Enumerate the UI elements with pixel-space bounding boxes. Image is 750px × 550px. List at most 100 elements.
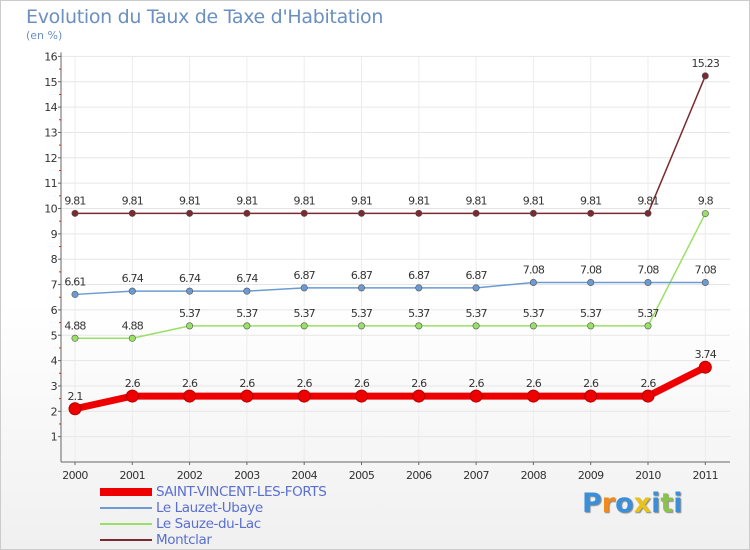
proxiti-logo: Proxiti: [582, 488, 683, 519]
data-point: [357, 284, 365, 292]
y-tick-label: 11: [44, 177, 57, 190]
data-point: [128, 209, 136, 217]
y-tick-label: 1: [51, 431, 57, 444]
logo-letter: o: [615, 488, 634, 519]
data-label: 9.81: [351, 194, 372, 207]
legend-label: Le Sauze-du-Lac: [156, 516, 261, 532]
x-tick-label: 2006: [406, 469, 432, 482]
y-tick-label: 4: [51, 355, 58, 368]
data-point: [240, 389, 254, 403]
x-tick-label: 2009: [578, 469, 604, 482]
data-label: 9.8: [698, 195, 714, 208]
data-label: 4.88: [122, 319, 144, 332]
x-tick-label: 2010: [635, 469, 661, 482]
data-label: 5.37: [179, 307, 201, 320]
data-label: 6.61: [64, 275, 85, 288]
chart-title: Evolution du Taux de Taxe d'Habitation: [26, 6, 384, 28]
data-point: [186, 287, 194, 295]
data-label: 2.6: [583, 377, 599, 390]
chart-subtitle: (en %): [26, 29, 63, 42]
data-point: [472, 284, 480, 292]
y-tick-label: 5: [51, 329, 58, 342]
data-label: 5.37: [523, 307, 545, 320]
series-line-1: [74, 281, 707, 296]
legend-label: Le Lauzet-Ubaye: [156, 500, 263, 516]
series-line-0: [71, 363, 709, 413]
y-tick-label: 3: [51, 380, 58, 393]
data-point: [641, 389, 655, 403]
data-point: [186, 209, 194, 217]
x-tick-label: 2008: [521, 469, 547, 482]
data-label: 2.6: [239, 377, 255, 390]
data-point: [300, 322, 308, 330]
data-point: [415, 322, 423, 330]
x-tick-label: 2007: [463, 469, 489, 482]
data-point: [644, 322, 652, 330]
data-label: 5.37: [637, 307, 659, 320]
x-tick-label: 2005: [349, 469, 375, 482]
logo-letter: P: [582, 488, 602, 519]
data-point: [415, 209, 423, 217]
data-label: 6.87: [408, 269, 430, 282]
series-line-2: [74, 212, 707, 340]
data-point: [415, 284, 423, 292]
data-point: [587, 279, 595, 287]
data-label: 5.37: [236, 307, 258, 320]
data-label: 7.08: [695, 264, 717, 277]
logo-letter: x: [633, 488, 652, 519]
data-point: [698, 360, 712, 374]
y-tick-label: 15: [44, 76, 57, 89]
data-point: [300, 284, 308, 292]
data-label: 5.37: [465, 307, 487, 320]
data-point: [183, 389, 197, 403]
x-tick-label: 2000: [62, 469, 88, 482]
data-point: [71, 209, 79, 217]
legend-swatch: [100, 523, 152, 525]
data-label: 2.6: [411, 377, 427, 390]
data-point: [243, 322, 251, 330]
data-label: 2.6: [526, 377, 542, 390]
data-label: 2.6: [125, 377, 141, 390]
x-tick-label: 2002: [177, 469, 203, 482]
data-point: [701, 210, 709, 218]
data-label: 7.08: [637, 264, 659, 277]
data-point: [701, 279, 709, 287]
y-tick-label: 8: [51, 253, 58, 266]
logo-letter: i: [651, 488, 661, 519]
y-tick-label: 2: [51, 405, 57, 418]
data-point: [529, 322, 537, 330]
data-label: 15.23: [692, 57, 720, 70]
series-line-3: [74, 75, 707, 215]
logo-letter: i: [673, 488, 683, 519]
data-label: 9.81: [122, 194, 143, 207]
data-point: [526, 389, 540, 403]
y-tick-label: 6: [51, 304, 58, 317]
data-point: [472, 322, 480, 330]
x-tick-label: 2004: [291, 469, 317, 482]
data-point: [587, 322, 595, 330]
data-label: 6.74: [179, 272, 201, 285]
data-point: [128, 334, 136, 342]
x-tick-label: 2003: [234, 469, 260, 482]
logo-letter: r: [601, 488, 616, 519]
legend-label: SAINT-VINCENT-LES-FORTS: [156, 484, 327, 500]
y-tick-label: 7: [51, 279, 58, 292]
data-point: [71, 334, 79, 342]
y-tick-label: 13: [44, 126, 57, 139]
data-point: [472, 209, 480, 217]
data-point: [297, 389, 311, 403]
legend-swatch: [100, 539, 152, 541]
legend-swatch: [100, 507, 152, 509]
data-label: 9.81: [64, 194, 85, 207]
data-point: [243, 209, 251, 217]
data-point: [357, 209, 365, 217]
y-tick-label: 14: [44, 101, 57, 114]
data-point: [529, 279, 537, 287]
data-point: [300, 209, 308, 217]
data-label: 6.87: [351, 269, 373, 282]
data-label: 4.88: [64, 319, 86, 332]
data-point: [469, 389, 483, 403]
data-point: [125, 389, 139, 403]
data-label: 9.81: [637, 194, 658, 207]
data-label: 9.81: [523, 194, 544, 207]
